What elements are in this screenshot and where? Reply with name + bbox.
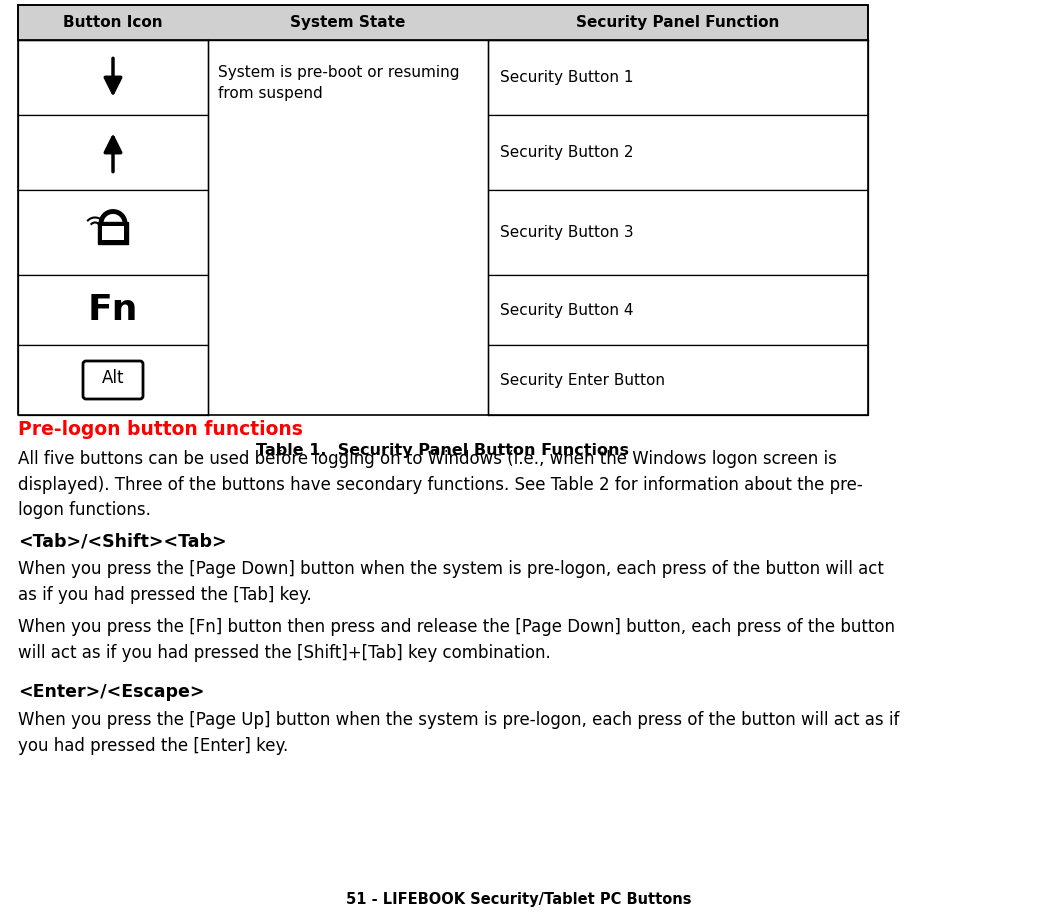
- Bar: [488, 115, 868, 190]
- Bar: [18, 5, 868, 40]
- Bar: [102, 225, 124, 240]
- Text: Alt: Alt: [102, 369, 125, 387]
- Bar: [18, 345, 208, 415]
- Text: <Enter>/<Escape>: <Enter>/<Escape>: [18, 683, 205, 701]
- Bar: [488, 190, 868, 275]
- Text: Security Panel Function: Security Panel Function: [577, 15, 779, 30]
- Bar: [18, 190, 208, 275]
- Text: When you press the [Fn] button then press and release the [Page Down] button, ea: When you press the [Fn] button then pres…: [18, 618, 895, 662]
- Text: Table 1.  Security Panel Button Functions: Table 1. Security Panel Button Functions: [257, 443, 630, 458]
- Text: Security Button 4: Security Button 4: [500, 302, 634, 317]
- Text: <Tab>/<Shift><Tab>: <Tab>/<Shift><Tab>: [18, 532, 227, 550]
- Text: System is pre-boot or resuming
from suspend: System is pre-boot or resuming from susp…: [218, 65, 459, 101]
- Bar: [98, 221, 128, 244]
- Bar: [18, 40, 208, 115]
- Text: Fn: Fn: [87, 293, 138, 327]
- Bar: [18, 115, 208, 190]
- Bar: [488, 275, 868, 345]
- Text: When you press the [Page Down] button when the system is pre-logon, each press o: When you press the [Page Down] button wh…: [18, 560, 884, 604]
- Bar: [208, 40, 488, 415]
- Text: When you press the [Page Up] button when the system is pre-logon, each press of : When you press the [Page Up] button when…: [18, 711, 900, 754]
- Text: System State: System State: [290, 15, 405, 30]
- Text: Security Enter Button: Security Enter Button: [500, 372, 665, 388]
- Text: Button Icon: Button Icon: [63, 15, 163, 30]
- FancyBboxPatch shape: [83, 361, 143, 399]
- Bar: [18, 275, 208, 345]
- Text: 51 - LIFEBOOK Security/Tablet PC Buttons: 51 - LIFEBOOK Security/Tablet PC Buttons: [346, 892, 692, 907]
- Bar: [488, 345, 868, 415]
- Text: Security Button 3: Security Button 3: [500, 225, 634, 240]
- Text: Security Button 1: Security Button 1: [500, 70, 634, 85]
- Text: Security Button 2: Security Button 2: [500, 145, 634, 160]
- Text: Pre-logon button functions: Pre-logon button functions: [18, 420, 303, 439]
- Text: All five buttons can be used before logging on to Windows (i.e., when the Window: All five buttons can be used before logg…: [18, 450, 862, 519]
- Bar: [488, 40, 868, 115]
